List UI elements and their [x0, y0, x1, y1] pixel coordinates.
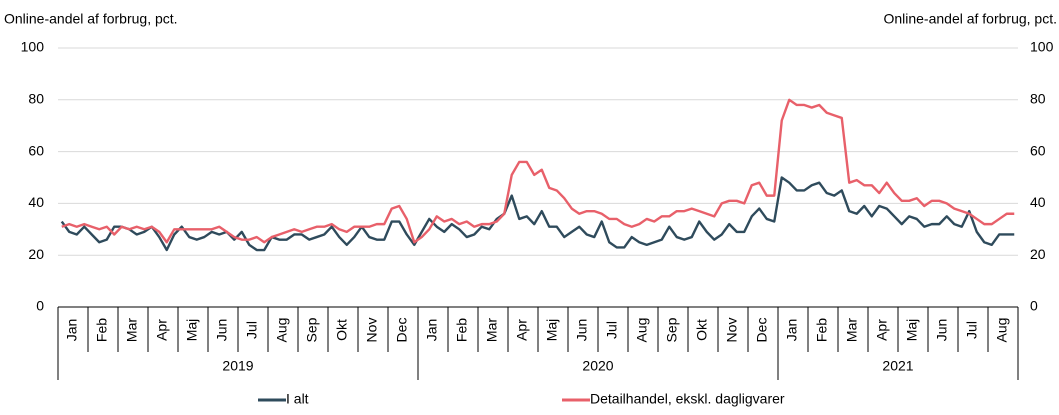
- x-tick-label: Jan: [424, 319, 440, 342]
- y-tick-label: 40: [28, 194, 44, 210]
- y2-axis-label: Online-andel af forbrug, pct.: [883, 11, 1057, 27]
- y-tick-label: 0: [36, 298, 44, 314]
- legend-label: Detailhandel, ekskl. dagligvarer: [590, 391, 785, 407]
- x-tick-label: Jun: [574, 319, 590, 342]
- x-tick-label: Feb: [454, 318, 470, 342]
- x-tick-label: Nov: [724, 318, 740, 343]
- series-line: [61, 98, 1015, 244]
- x-tick-label: Aug: [994, 318, 1010, 343]
- x-tick-label: Apr: [514, 319, 530, 341]
- x-tick-label: Jun: [214, 319, 230, 342]
- y-tick-label: 80: [28, 91, 44, 107]
- x-tick-label: Mar: [124, 318, 140, 342]
- y-tick-label: 100: [21, 39, 45, 55]
- x-tick-label: Nov: [364, 318, 380, 343]
- x-tick-label: Aug: [274, 318, 290, 343]
- x-tick-label: Feb: [94, 318, 110, 342]
- y2-tick-label: 20: [1030, 246, 1046, 262]
- x-tick-label: Feb: [814, 318, 830, 342]
- x-tick-label: Jan: [784, 319, 800, 342]
- x-tick-label: Maj: [544, 319, 560, 342]
- x-tick-label: Jan: [64, 319, 80, 342]
- y2-tick-label: 0: [1030, 298, 1038, 314]
- x-tick-label: Mar: [844, 318, 860, 342]
- x-tick-label: Apr: [874, 319, 890, 341]
- y-tick-label: 60: [28, 142, 44, 158]
- x-tick-label: Dec: [394, 318, 410, 343]
- x-tick-label: Okt: [334, 319, 350, 341]
- y2-tick-label: 40: [1030, 194, 1046, 210]
- legend-label: I alt: [286, 391, 309, 407]
- y-tick-label: 20: [28, 246, 44, 262]
- x-tick-label: Jul: [604, 321, 620, 339]
- x-tick-label: Jul: [244, 321, 260, 339]
- y2-tick-label: 60: [1030, 142, 1046, 158]
- x-tick-label: Sep: [664, 317, 680, 342]
- year-label: 2019: [222, 358, 253, 374]
- x-tick-label: Sep: [304, 317, 320, 342]
- y2-tick-label: 80: [1030, 91, 1046, 107]
- x-tick-label: Dec: [754, 318, 770, 343]
- x-tick-label: Maj: [904, 319, 920, 342]
- year-label: 2020: [582, 358, 613, 374]
- y2-tick-label: 100: [1030, 39, 1054, 55]
- x-tick-label: Jun: [934, 319, 950, 342]
- y-axis-label: Online-andel af forbrug, pct.: [4, 11, 178, 27]
- x-tick-label: Jul: [964, 321, 980, 339]
- x-tick-label: Maj: [184, 319, 200, 342]
- x-tick-label: Aug: [634, 318, 650, 343]
- x-tick-label: Apr: [154, 319, 170, 341]
- series-line: [60, 176, 1015, 252]
- x-tick-label: Mar: [484, 318, 500, 342]
- x-tick-label: Okt: [694, 319, 710, 341]
- year-label: 2021: [882, 358, 913, 374]
